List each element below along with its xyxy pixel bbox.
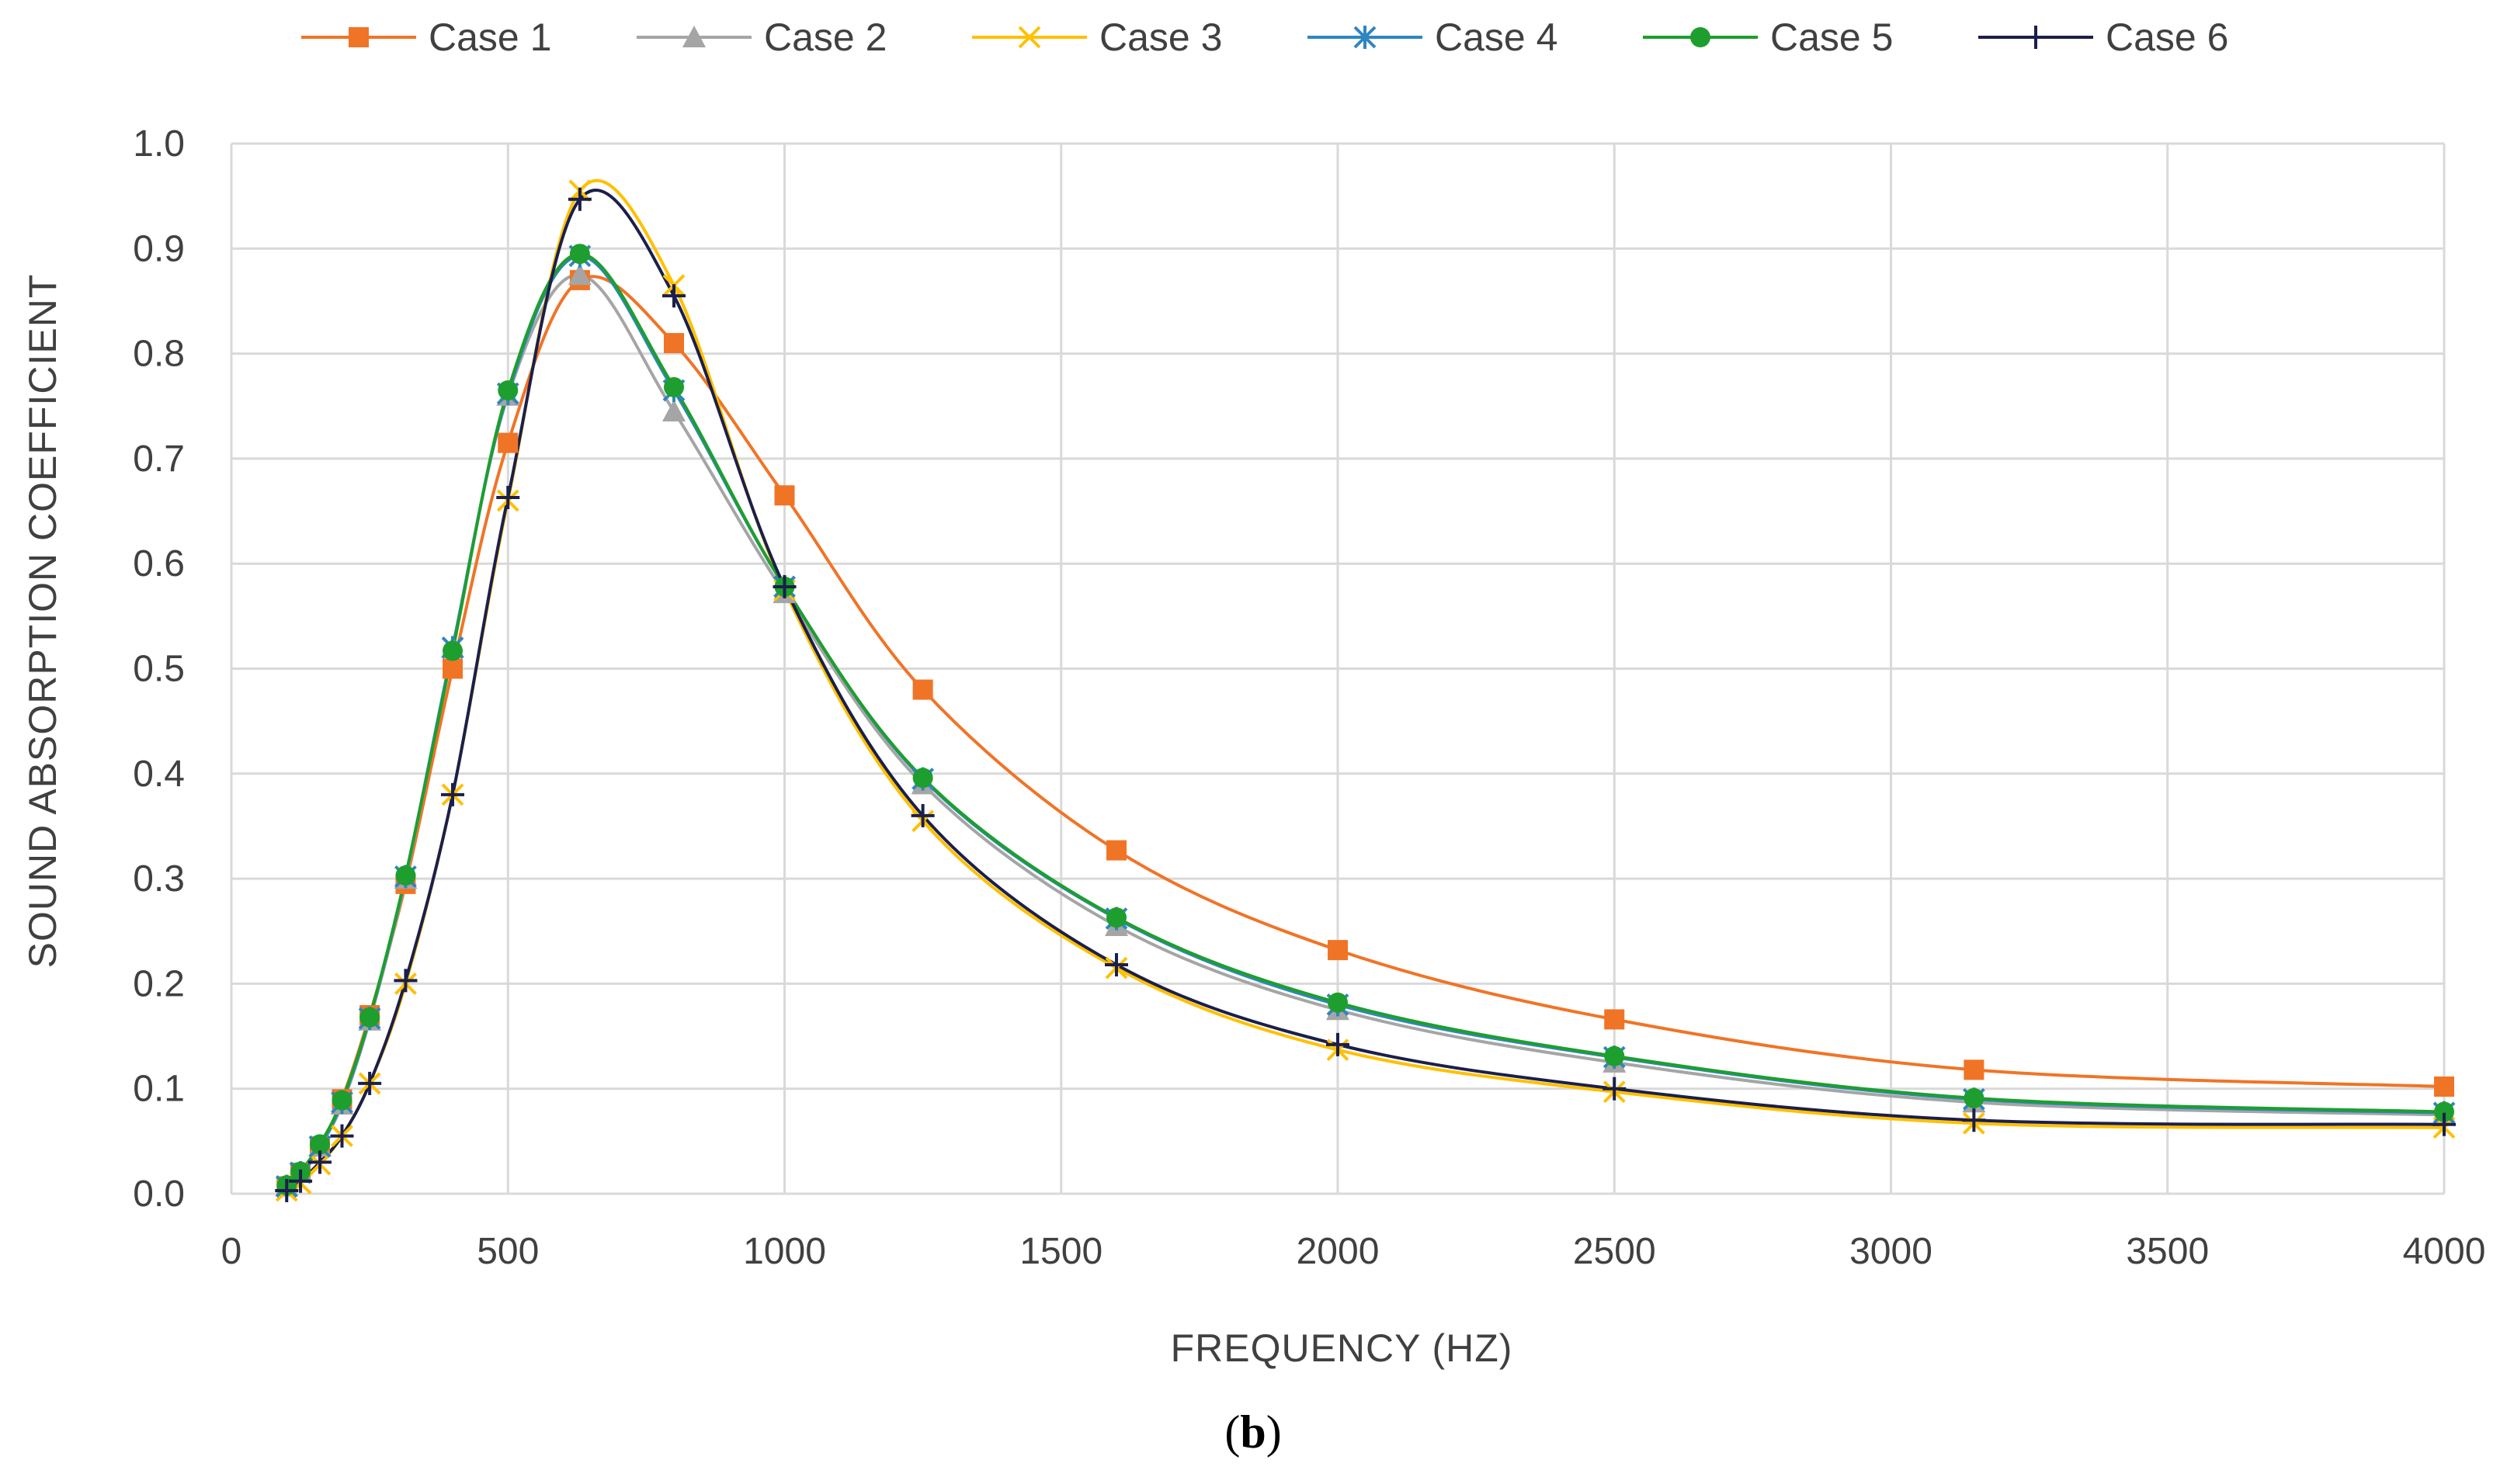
data-point-case-5 (664, 376, 684, 397)
data-point-case-1 (664, 333, 684, 354)
data-point-case-1 (1964, 1059, 1984, 1080)
legend-marker (349, 27, 369, 47)
legend-label: Case 2 (764, 16, 887, 59)
y-tick-label: 0.9 (133, 228, 185, 269)
data-point-case-5 (498, 380, 519, 400)
legend-item-case-1: Case 1 (301, 16, 551, 59)
caption-open-paren: ( (1224, 1406, 1240, 1458)
y-tick-label: 0.6 (133, 543, 185, 584)
data-point-case-2 (568, 263, 592, 286)
x-tick-label: 500 (477, 1231, 539, 1272)
series-line-case-3 (286, 179, 2445, 1192)
data-point-case-6 (911, 803, 935, 827)
gridlines (230, 142, 2446, 1195)
series-line-case-4 (285, 254, 2445, 1188)
data-point-case-6 (773, 574, 797, 598)
y-tick-label: 0.0 (133, 1174, 185, 1215)
legend-item-case-2: Case 2 (637, 16, 887, 59)
legend-label: Case 6 (2106, 16, 2228, 59)
axes: 0.0 0.1 0.2 0.3 0.4 0.5 0.6 0.7 0.8 0.9 1.0 0 500 100… (133, 123, 2485, 1272)
x-tick-label: 0 (221, 1231, 242, 1272)
legend-marker (2024, 26, 2047, 49)
data-point-case-6 (1603, 1077, 1627, 1101)
legend-label: Case 3 (1099, 16, 1222, 59)
data-point-case-5 (1964, 1087, 1984, 1108)
data-point-case-2 (662, 400, 686, 422)
data-point-case-6 (662, 284, 686, 308)
x-tick-label: 2000 (1297, 1231, 1380, 1272)
data-point-case-5 (912, 768, 933, 789)
legend-marker (1690, 27, 1710, 47)
data-point-case-6 (358, 1071, 382, 1095)
data-point-case-5 (443, 640, 463, 661)
y-tick-label: 0.5 (133, 649, 185, 690)
x-tick-label: 4000 (2403, 1231, 2486, 1272)
data-point-case-6 (330, 1124, 354, 1148)
y-axis-title: SOUND ABSORPTION COEFFICIENT (21, 274, 64, 969)
legend: Case 1 Case 2 Case 3 Case 4 Case 5 Case 6 (301, 16, 2228, 59)
legend-marker (682, 26, 706, 47)
data-point-case-6 (568, 187, 592, 211)
data-point-case-6 (2432, 1112, 2456, 1136)
legend-item-case-6: Case 6 (1978, 16, 2228, 59)
data-point-case-1 (2434, 1076, 2454, 1097)
legend-marker-stroke (1018, 26, 1041, 49)
y-tick-label: 0.2 (133, 963, 185, 1004)
y-tick-label: 0.3 (133, 858, 185, 900)
data-point-case-5 (1106, 907, 1127, 928)
data-point-case-5 (1328, 992, 1348, 1013)
x-tick-label: 3000 (1849, 1231, 1932, 1272)
y-tick-label: 0.7 (133, 439, 185, 480)
data-point-case-6 (1326, 1032, 1349, 1056)
x-axis-title: FREQUENCY (HZ) (1171, 1326, 1513, 1370)
x-tick-label: 1500 (1019, 1231, 1102, 1272)
data-point-case-5 (569, 244, 590, 265)
legend-item-case-4: Case 4 (1307, 16, 1557, 59)
y-tick-label: 0.4 (133, 754, 185, 795)
data-point-case-1 (774, 485, 795, 506)
legend-item-case-3: Case 3 (972, 16, 1222, 59)
data-point-case-1 (1328, 940, 1348, 961)
legend-label: Case 1 (429, 16, 551, 59)
caption-close-paren: ) (1266, 1406, 1282, 1458)
y-tick-label: 1.0 (133, 123, 185, 165)
data-point-case-1 (912, 679, 933, 700)
series-line-case-6 (286, 189, 2445, 1192)
data-point-case-6 (289, 1169, 313, 1193)
series-markers (275, 179, 2456, 1202)
data-point-case-1 (498, 432, 519, 453)
legend-marker (1353, 26, 1377, 49)
legend-marker (1018, 26, 1041, 49)
data-point-case-5 (359, 1007, 380, 1028)
data-point-case-5 (2434, 1101, 2454, 1122)
data-point-case-6 (496, 485, 520, 509)
y-tick-label: 0.1 (133, 1069, 185, 1110)
legend-label: Case 5 (1770, 16, 1893, 59)
data-point-case-5 (332, 1090, 352, 1111)
x-tick-label: 2500 (1573, 1231, 1656, 1272)
series-line-case-5 (285, 252, 2445, 1187)
data-point-case-6 (275, 1178, 299, 1202)
figure-caption: (b) (1224, 1406, 1281, 1458)
caption-letter: b (1240, 1406, 1266, 1458)
data-point-case-5 (1604, 1045, 1625, 1066)
data-point-case-6 (394, 969, 418, 993)
legend-item-case-5: Case 5 (1643, 16, 1893, 59)
data-point-case-1 (1604, 1009, 1625, 1030)
series-lines (285, 179, 2445, 1192)
x-tick-label: 1000 (743, 1231, 826, 1272)
data-point-case-6 (441, 782, 464, 806)
data-point-case-6 (308, 1150, 332, 1174)
data-point-case-6 (1105, 953, 1128, 977)
data-point-case-6 (1962, 1108, 1986, 1132)
data-point-case-5 (310, 1134, 330, 1155)
data-point-case-1 (443, 658, 463, 679)
data-point-case-1 (1106, 840, 1127, 861)
x-tick-label: 3500 (2126, 1231, 2209, 1272)
data-point-case-5 (395, 865, 416, 886)
y-tick-label: 0.8 (133, 334, 185, 375)
legend-label: Case 4 (1435, 16, 1557, 59)
